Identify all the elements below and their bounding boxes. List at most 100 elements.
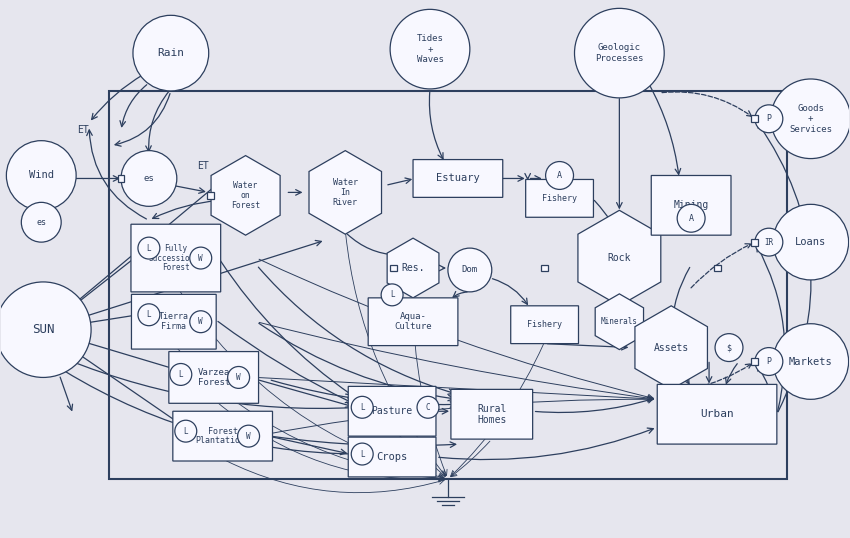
FancyBboxPatch shape — [751, 239, 758, 246]
Text: Pasture: Pasture — [371, 406, 412, 416]
Text: Rural
Homes: Rural Homes — [477, 404, 507, 424]
Circle shape — [21, 202, 61, 242]
Text: Rock: Rock — [608, 253, 631, 263]
Text: Markets: Markets — [789, 357, 833, 366]
Text: Res.: Res. — [401, 263, 425, 273]
FancyBboxPatch shape — [657, 385, 777, 444]
Circle shape — [755, 105, 783, 133]
FancyBboxPatch shape — [368, 298, 458, 345]
Text: Forest
Plantations: Forest Plantations — [196, 427, 250, 445]
Circle shape — [417, 397, 439, 418]
Text: Aqua-
Culture: Aqua- Culture — [394, 313, 432, 331]
Text: Goods
+
Services: Goods + Services — [790, 104, 832, 133]
Circle shape — [351, 443, 373, 465]
FancyBboxPatch shape — [169, 351, 258, 404]
Text: L: L — [146, 310, 151, 319]
Text: Estuary: Estuary — [436, 173, 479, 183]
Circle shape — [0, 282, 91, 378]
Text: W: W — [198, 253, 203, 263]
FancyBboxPatch shape — [525, 180, 593, 217]
FancyBboxPatch shape — [173, 411, 273, 461]
FancyBboxPatch shape — [511, 306, 579, 344]
Text: P: P — [767, 357, 771, 366]
FancyBboxPatch shape — [541, 265, 548, 272]
Text: $: $ — [727, 343, 732, 352]
Circle shape — [238, 425, 259, 447]
Text: A: A — [557, 171, 562, 180]
Text: es: es — [37, 218, 46, 226]
Text: Minerals: Minerals — [601, 317, 638, 326]
Circle shape — [138, 237, 160, 259]
FancyBboxPatch shape — [413, 160, 502, 197]
Circle shape — [773, 204, 848, 280]
Circle shape — [351, 397, 373, 418]
Text: Fully
Successional
Forest: Fully Successional Forest — [148, 244, 203, 272]
FancyBboxPatch shape — [713, 265, 721, 272]
Text: L: L — [390, 291, 394, 299]
Circle shape — [546, 161, 574, 189]
Circle shape — [715, 334, 743, 362]
Circle shape — [121, 151, 177, 207]
Circle shape — [677, 204, 706, 232]
Text: W: W — [246, 431, 251, 441]
Text: Assets: Assets — [654, 343, 688, 352]
Text: Urban: Urban — [700, 409, 734, 419]
Text: Fishery: Fishery — [527, 320, 562, 329]
Text: Mining: Mining — [673, 200, 709, 210]
Circle shape — [390, 9, 470, 89]
Polygon shape — [595, 294, 643, 350]
Circle shape — [175, 420, 196, 442]
Circle shape — [448, 248, 492, 292]
Circle shape — [228, 366, 250, 388]
Text: Water
on
Forest: Water on Forest — [231, 181, 260, 210]
Circle shape — [190, 247, 212, 269]
Text: Dom: Dom — [462, 265, 478, 274]
FancyBboxPatch shape — [132, 294, 216, 349]
Text: Geologic
Processes: Geologic Processes — [595, 44, 643, 63]
Text: Crops: Crops — [377, 452, 408, 462]
Circle shape — [6, 140, 76, 210]
Text: W: W — [236, 373, 241, 382]
FancyBboxPatch shape — [651, 175, 731, 235]
Polygon shape — [387, 238, 439, 298]
Text: Varzea
Forest: Varzea Forest — [197, 368, 230, 387]
Polygon shape — [635, 306, 707, 390]
FancyBboxPatch shape — [348, 386, 436, 436]
Polygon shape — [578, 210, 660, 306]
Text: L: L — [360, 403, 365, 412]
Text: L: L — [146, 244, 151, 253]
Text: Tierra
Firma: Tierra Firma — [159, 313, 189, 331]
Text: P: P — [767, 114, 771, 123]
Circle shape — [575, 9, 664, 98]
FancyBboxPatch shape — [751, 358, 758, 365]
Circle shape — [138, 304, 160, 325]
Text: L: L — [178, 370, 183, 379]
Text: L: L — [184, 427, 188, 436]
FancyBboxPatch shape — [389, 265, 397, 272]
Circle shape — [755, 348, 783, 376]
Circle shape — [773, 324, 848, 399]
FancyBboxPatch shape — [348, 437, 436, 477]
Circle shape — [170, 364, 192, 385]
Text: W: W — [198, 317, 203, 326]
FancyBboxPatch shape — [450, 390, 533, 439]
Text: Tides
+
Waves: Tides + Waves — [416, 34, 444, 64]
Text: IR: IR — [764, 238, 774, 246]
Circle shape — [190, 311, 212, 332]
Text: Fishery: Fishery — [542, 194, 577, 203]
FancyBboxPatch shape — [751, 115, 758, 122]
Text: A: A — [688, 214, 694, 223]
Text: ET: ET — [197, 160, 208, 171]
Text: Loans: Loans — [795, 237, 826, 247]
Text: ET: ET — [77, 125, 89, 134]
Text: L: L — [360, 450, 365, 458]
Text: Rain: Rain — [157, 48, 184, 58]
FancyBboxPatch shape — [131, 224, 221, 292]
Polygon shape — [309, 151, 382, 234]
Circle shape — [771, 79, 850, 159]
Circle shape — [381, 284, 403, 306]
Text: SUN: SUN — [32, 323, 54, 336]
Text: C: C — [426, 403, 430, 412]
Circle shape — [755, 228, 783, 256]
Text: Water
In
River: Water In River — [332, 178, 358, 207]
